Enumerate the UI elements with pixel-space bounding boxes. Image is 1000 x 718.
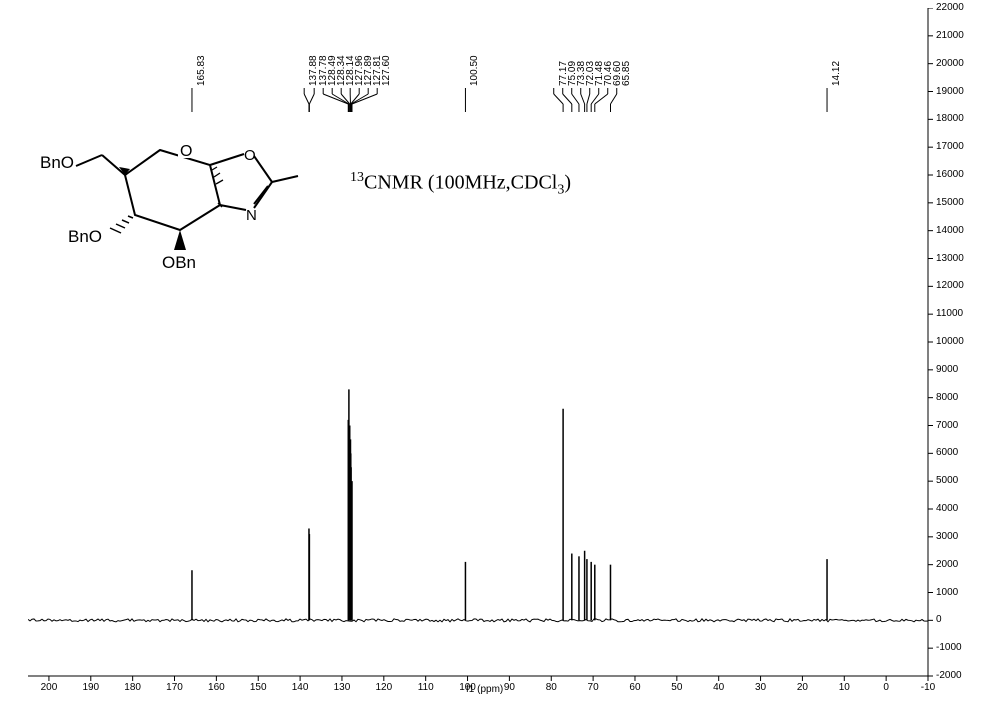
y-tick-label: 4000 [936,503,958,514]
y-tick-label: 22000 [936,2,964,13]
x-tick-label: 130 [334,682,351,693]
y-tick-label: 15000 [936,197,964,208]
x-tick-label: 200 [41,682,58,693]
peak-ppm-label: 65.85 [621,61,632,86]
y-tick-label: 14000 [936,225,964,236]
peak-ppm-label: 165.83 [196,55,207,86]
x-tick-label: 90 [504,682,515,693]
y-tick-label: 3000 [936,531,958,542]
y-tick-label: 12000 [936,280,964,291]
x-tick-label: 80 [546,682,557,693]
y-tick-label: -1000 [936,642,962,653]
svg-text:O: O [244,147,256,164]
x-tick-label: 190 [82,682,99,693]
y-tick-label: 16000 [936,169,964,180]
y-tick-label: 2000 [936,559,958,570]
y-tick-label: 18000 [936,113,964,124]
y-tick-label: 7000 [936,420,958,431]
x-tick-label: 170 [166,682,183,693]
y-tick-label: 19000 [936,86,964,97]
x-tick-label: 50 [671,682,682,693]
svg-text:N: N [246,207,257,224]
peak-ppm-label: 100.50 [469,55,480,86]
y-tick-label: 20000 [936,58,964,69]
x-axis-title: f1 (ppm) [466,684,503,695]
label-bno-2: BnO [68,227,102,246]
experiment-title: 13CNMR (100MHz,CDCl3) [350,170,571,199]
x-tick-label: 60 [629,682,640,693]
label-bno-1: BnO [40,153,74,172]
peak-ppm-label: 127.60 [381,55,392,86]
y-tick-label: 1000 [936,587,958,598]
peak-ppm-label: 14.12 [831,61,842,86]
x-tick-label: 160 [208,682,225,693]
y-tick-label: 11000 [936,308,963,319]
y-tick-label: 10000 [936,336,964,347]
y-tick-label: 5000 [936,475,958,486]
nmr-spectrum-figure: 2001901801701601501401301201101009080706… [0,0,1000,718]
y-tick-label: 0 [936,614,942,625]
molecule-structure: O O N [40,110,340,285]
x-tick-label: -10 [921,682,935,693]
x-tick-label: 120 [375,682,392,693]
svg-text:O: O [180,143,192,160]
y-tick-label: 6000 [936,447,958,458]
x-tick-label: 150 [250,682,267,693]
x-tick-label: 140 [292,682,309,693]
x-tick-label: 10 [839,682,850,693]
label-obn: OBn [162,253,196,272]
x-tick-label: 180 [124,682,141,693]
y-tick-label: 13000 [936,253,964,264]
x-tick-label: 30 [755,682,766,693]
y-tick-label: 17000 [936,141,964,152]
x-tick-label: 0 [883,682,889,693]
y-tick-label: 9000 [936,364,958,375]
x-tick-label: 110 [418,682,434,693]
y-tick-label: -2000 [936,670,962,681]
y-tick-label: 21000 [936,30,964,41]
x-tick-label: 40 [713,682,724,693]
y-tick-label: 8000 [936,392,958,403]
x-tick-label: 20 [797,682,808,693]
x-tick-label: 70 [588,682,599,693]
